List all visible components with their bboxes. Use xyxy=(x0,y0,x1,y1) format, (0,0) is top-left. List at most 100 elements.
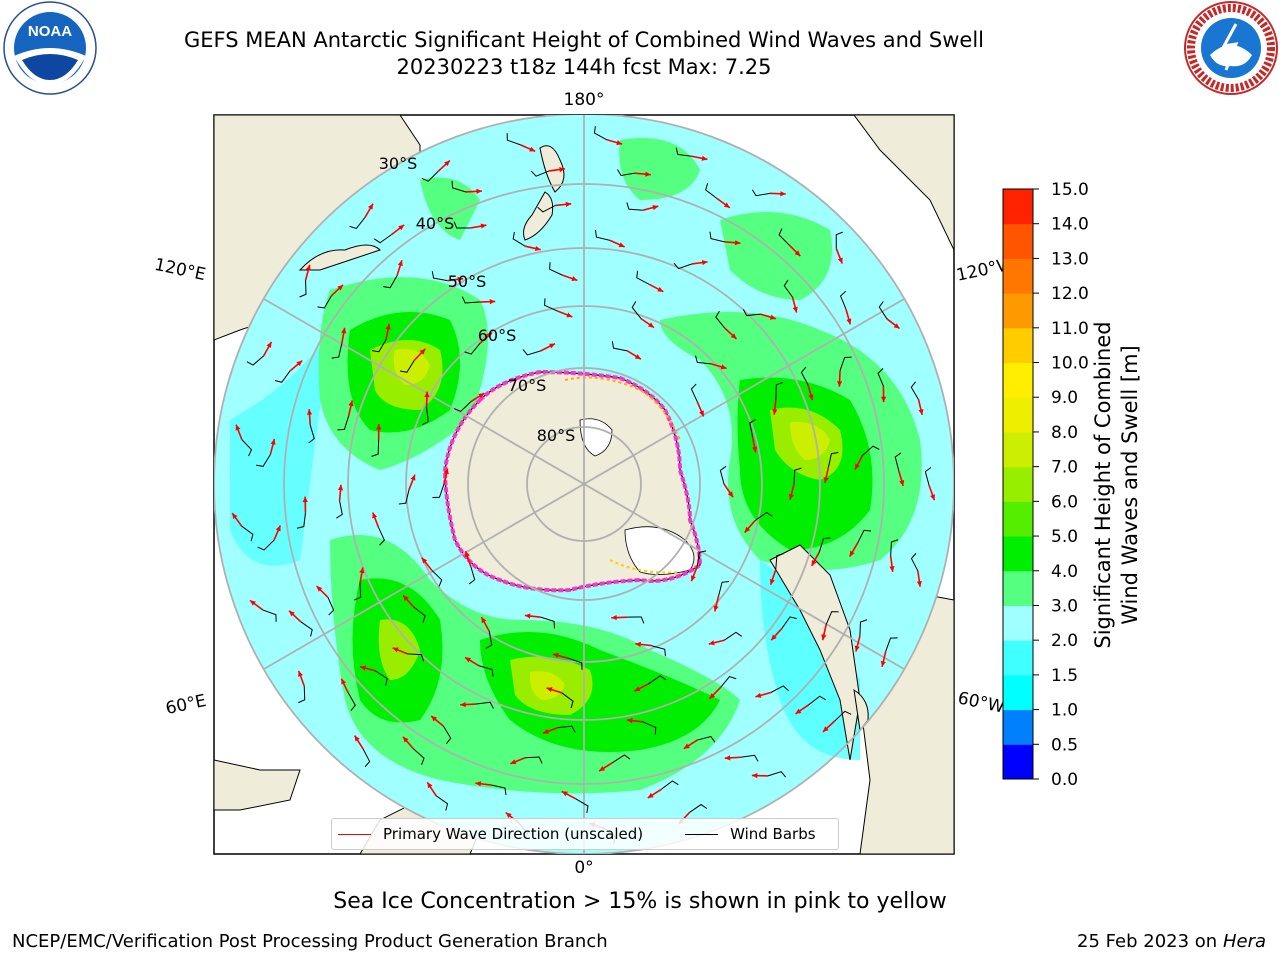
wave-direction-arrowhead xyxy=(460,701,466,708)
wave-direction-arrowhead xyxy=(475,781,482,787)
wave-direction-arrowhead xyxy=(635,641,641,647)
wind-barb xyxy=(257,539,275,551)
wind-barb xyxy=(781,616,797,629)
wave-direction-arrowhead xyxy=(305,264,311,271)
wind-barb xyxy=(673,262,692,270)
wind-barb xyxy=(675,147,692,157)
wave-direction-arrowhead xyxy=(657,286,664,292)
legend-wave-swatch xyxy=(338,833,371,835)
colorbar-swatch xyxy=(1003,189,1033,225)
footer-date-text: 25 Feb 2023 on xyxy=(1077,931,1218,952)
wave-direction-arrowhead xyxy=(690,575,696,582)
wave-direction-arrowhead xyxy=(249,600,256,606)
wave-direction-arrowhead xyxy=(808,394,814,401)
wind-barb xyxy=(696,550,707,567)
wave-direction-arrowhead xyxy=(546,687,553,693)
wave-direction-arrowhead xyxy=(755,692,762,698)
footer-host: Hera xyxy=(1222,931,1266,952)
wind-barb xyxy=(241,439,253,457)
wave-direction-arrowhead xyxy=(565,201,572,207)
wind-barb xyxy=(754,511,773,521)
colorbar-swatch xyxy=(1003,327,1033,364)
wave-direction-arrowhead xyxy=(403,595,409,602)
wind-barb xyxy=(689,803,708,813)
colorbar-swatch xyxy=(1003,709,1033,745)
wave-direction-arrowhead xyxy=(811,559,817,566)
wind-barb xyxy=(636,270,650,285)
wind-barb xyxy=(568,657,583,670)
wave-direction-arrowhead xyxy=(348,400,354,407)
wind-barb xyxy=(530,170,550,177)
wave-direction-arrowhead xyxy=(510,759,517,765)
wind-barb xyxy=(491,784,507,796)
wave-direction-arrowhead xyxy=(854,645,860,652)
wind-barb xyxy=(775,553,784,570)
colorbar-swatch xyxy=(1003,570,1033,606)
wave-direction-arrowhead xyxy=(549,343,556,349)
wind-barb xyxy=(300,621,313,637)
wave-direction-arrowhead xyxy=(431,715,437,722)
wave-direction-arrowhead xyxy=(849,550,855,557)
colorbar-swatch xyxy=(1003,258,1033,294)
wind-barb xyxy=(327,597,335,616)
wave-direction-arrowhead xyxy=(392,647,399,653)
colorbar-swatch xyxy=(1003,431,1033,468)
wind-barb xyxy=(718,580,730,596)
legend-item-wind-barbs: Wind Barbs xyxy=(679,825,816,843)
wind-barb xyxy=(407,653,425,662)
wind-barb xyxy=(431,271,448,282)
wave-direction-arrowhead xyxy=(476,188,482,194)
wind-barb xyxy=(454,401,472,413)
wave-direction-arrowhead xyxy=(855,463,860,470)
wave-direction-arrowhead xyxy=(821,634,827,641)
wave-direction-arrowhead xyxy=(457,276,464,282)
wind-barb xyxy=(924,467,932,486)
wind-barb xyxy=(435,795,449,811)
wave-direction-arrowhead xyxy=(771,634,777,641)
wind-barb xyxy=(617,169,635,177)
wave-direction-arrowhead xyxy=(316,586,323,592)
colorbar-swatch xyxy=(1003,466,1033,502)
wave-direction-arrowhead xyxy=(235,424,241,431)
wave-direction-arrowhead xyxy=(683,743,690,749)
wave-direction-arrowhead xyxy=(626,718,633,724)
wind-barb xyxy=(894,452,902,471)
wave-direction-arrowhead xyxy=(916,581,922,587)
colorbar-swatch xyxy=(1003,223,1033,259)
wave-direction-arrowhead xyxy=(795,708,802,714)
wind-barb xyxy=(461,296,480,304)
wave-direction-arrowhead xyxy=(822,726,829,732)
wind-barb xyxy=(612,754,631,763)
wind-barb xyxy=(778,228,790,246)
wind-barb xyxy=(468,566,476,585)
wave-direction-arrowhead xyxy=(751,772,758,779)
wind-barb xyxy=(561,692,574,709)
wind-barb xyxy=(506,133,521,146)
colorbar-swatch xyxy=(1003,293,1033,329)
wind-barb xyxy=(793,467,802,485)
footer-date: 25 Feb 2023 on Hera xyxy=(1077,931,1266,952)
wave-direction-arrowhead xyxy=(836,381,843,387)
colorbar-tick-label: 6.0 xyxy=(1051,492,1078,512)
colorbar-swatch xyxy=(1003,397,1033,433)
wave-direction-arrowhead xyxy=(794,250,801,257)
wind-barb xyxy=(631,301,642,319)
wind-barb xyxy=(857,529,872,544)
graticule xyxy=(214,115,954,854)
wave-direction-arrowhead xyxy=(372,512,378,519)
wind-barb xyxy=(557,725,576,733)
wave-direction-arrowhead xyxy=(893,323,900,329)
colorbar-tick-label: 14.0 xyxy=(1051,215,1089,235)
colorbar-tick-labels: 0.0 0.5 1.0 1.5 2.0 3.0 4.0 5.0 6.0 7.0 8.0 9.0 10.0… xyxy=(1033,180,1089,790)
wave-direction-arrowhead xyxy=(480,223,487,229)
colorbar-tick-label: 9.0 xyxy=(1051,388,1078,408)
wave-direction-arrowhead xyxy=(341,327,347,334)
wave-direction-arrowhead xyxy=(561,791,568,797)
wave-direction-arrowhead xyxy=(648,322,654,328)
colorbar-label-line2: Wind Waves and Swell [m] xyxy=(1118,345,1142,625)
noaa-logo-text: NOAA xyxy=(28,23,72,40)
wind-barb xyxy=(371,339,387,353)
wave-direction-arrowhead xyxy=(769,314,776,320)
wave-direction-arrowhead xyxy=(618,242,625,248)
wind-barb xyxy=(825,611,839,625)
